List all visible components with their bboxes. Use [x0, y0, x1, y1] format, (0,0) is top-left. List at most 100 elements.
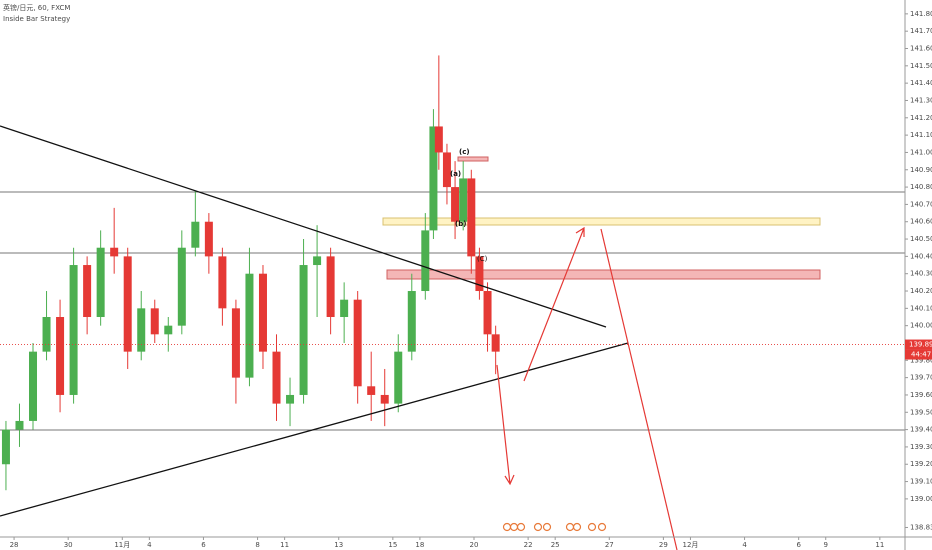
event-icons [502, 522, 607, 532]
x-tick-label: 6 [201, 541, 206, 549]
y-tick-label: 140.700 [910, 200, 932, 208]
candle-body [204, 221, 213, 257]
icon [542, 522, 552, 532]
x-tick-label: 20 [470, 541, 479, 549]
candle-body [83, 265, 92, 318]
y-tick-label: 139.800 [910, 356, 932, 364]
x-tick-label: 18 [415, 541, 424, 549]
y-tick-label: 141.300 [910, 96, 932, 104]
y-tick-label: 138.835 [910, 523, 932, 531]
icon [572, 522, 582, 532]
trend-line [0, 125, 607, 328]
x-tick-label: 12月 [682, 541, 698, 549]
y-tick-label: 140.600 [910, 218, 932, 226]
y-tick-label: 141.400 [910, 79, 932, 87]
arrow [523, 226, 585, 382]
countdown-box [905, 349, 932, 360]
candle-body [434, 126, 443, 153]
y-tick-label: 140.200 [910, 287, 932, 295]
candle-body [353, 299, 362, 387]
y-tick-label: 141.500 [910, 62, 932, 70]
candle-body [451, 187, 460, 222]
y-tick-label: 140.000 [910, 322, 932, 330]
candle-body [272, 351, 281, 404]
x-tick-label: 11 [280, 541, 289, 549]
candle-body [231, 308, 240, 378]
y-tick-label: 139.500 [910, 408, 932, 416]
x-tick-label: 9 [823, 541, 827, 549]
y-tick-label: 141.000 [910, 148, 932, 156]
x-tick-label: 11月 [114, 541, 130, 549]
arrow [600, 228, 678, 550]
candle-body [137, 308, 146, 352]
y-tick-label: 141.100 [910, 131, 932, 139]
candle-body [459, 178, 468, 222]
candle-body [1, 429, 10, 465]
icon [533, 522, 543, 532]
x-tick-label: 4 [742, 541, 747, 549]
candle-body [442, 152, 451, 188]
wave-label: (c) [459, 148, 470, 156]
y-tick-label: 140.800 [910, 183, 932, 191]
candle-body [340, 299, 349, 318]
candle-body [380, 394, 389, 404]
candle-body [475, 256, 484, 292]
x-tick-label: 8 [255, 541, 259, 549]
arrow [496, 364, 515, 486]
x-tick-label: 13 [334, 541, 343, 549]
trend-line [0, 342, 629, 517]
y-tick-label: 140.500 [910, 235, 932, 243]
small-zone [457, 156, 489, 162]
y-tick-label: 139.600 [910, 391, 932, 399]
y-tick-label: 140.100 [910, 304, 932, 312]
demand-zone [386, 269, 821, 280]
candle-body [299, 265, 308, 395]
x-tick-label: 4 [147, 541, 152, 549]
y-tick-label: 139.400 [910, 426, 932, 434]
icon [597, 522, 607, 532]
x-tick-label: 30 [64, 541, 73, 549]
candle-body [467, 178, 476, 257]
candle-body [367, 386, 376, 395]
y-tick-label: 141.800 [910, 10, 932, 18]
candle-body [29, 351, 38, 421]
x-tick-label: 6 [796, 541, 801, 549]
candle-body [394, 351, 403, 404]
x-tick-label: 27 [605, 541, 614, 549]
y-tick-label: 139.100 [910, 478, 932, 486]
candle-body [483, 291, 492, 335]
x-tick-label: 11 [875, 541, 884, 549]
candle-body [164, 325, 173, 335]
y-tick-label: 139.000 [910, 495, 932, 503]
icon [516, 522, 526, 532]
candle-body [191, 221, 200, 248]
candle-body [491, 334, 500, 352]
x-tick-label: 25 [551, 541, 560, 549]
x-tick-label: 22 [524, 541, 533, 549]
price-axis-bg [905, 0, 932, 550]
candle-body [69, 265, 78, 395]
candle-body [286, 394, 295, 404]
candle-body [326, 256, 335, 318]
supply-zone [382, 217, 821, 226]
candle-body [42, 317, 51, 352]
wave-label: (b) [455, 220, 466, 228]
y-tick-label: 139.200 [910, 460, 932, 468]
candle-body [421, 230, 430, 292]
y-tick-label: 140.900 [910, 166, 932, 174]
candle-body [15, 420, 24, 430]
x-tick-label: 29 [659, 541, 668, 549]
last-price-box [905, 339, 932, 350]
chart-title: 英镑/日元, 60, FXCM [3, 3, 70, 12]
last-price-label: 139.891 [909, 341, 932, 349]
y-tick-label: 140.300 [910, 270, 932, 278]
y-tick-label: 139.700 [910, 374, 932, 382]
y-tick-label: 141.200 [910, 114, 932, 122]
candle-body [429, 126, 438, 231]
candle-body [218, 256, 227, 309]
candle-body [313, 256, 322, 266]
candle-body [407, 291, 416, 352]
y-tick-label: 141.700 [910, 27, 932, 35]
candle-body [258, 273, 267, 352]
icon [587, 522, 597, 532]
